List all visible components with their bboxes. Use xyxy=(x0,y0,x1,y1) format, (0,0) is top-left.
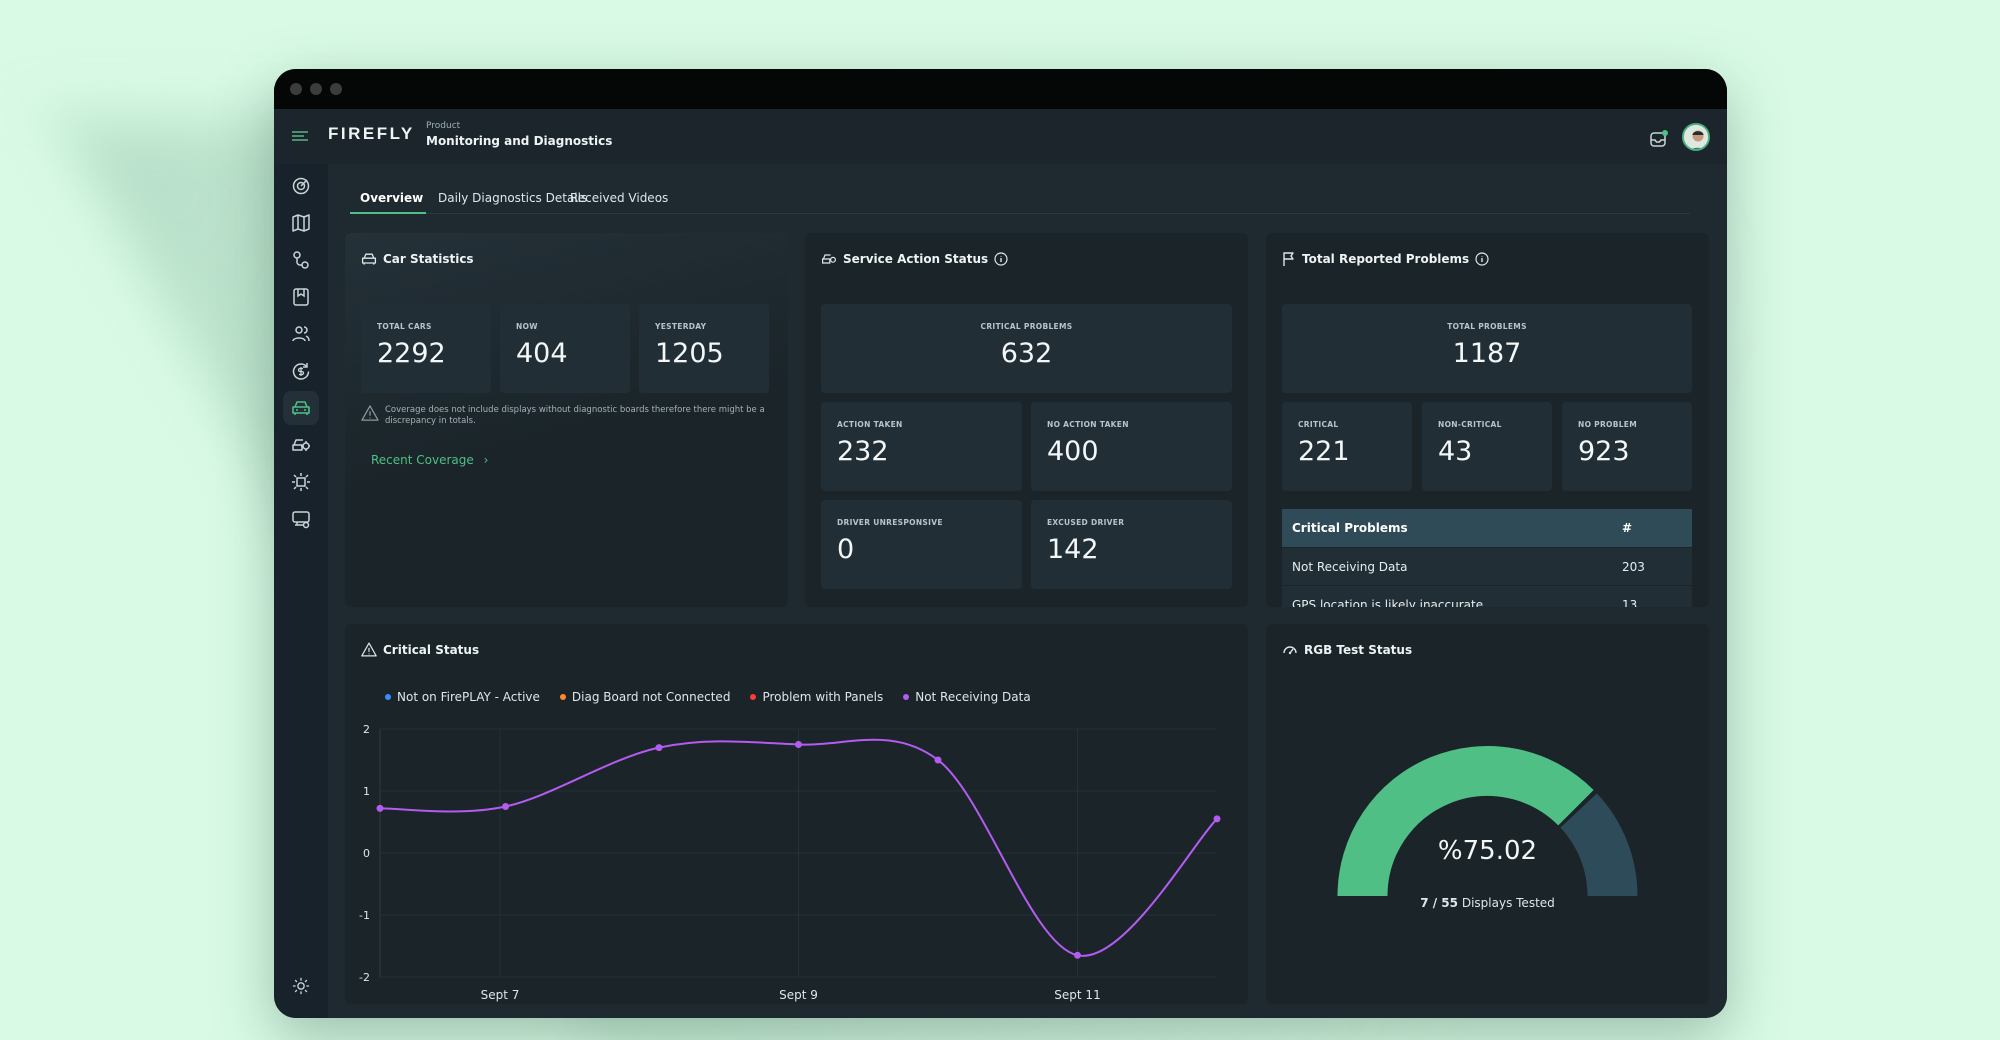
map-icon[interactable] xyxy=(289,211,313,235)
legend-item[interactable]: Diag Board not Connected xyxy=(559,690,730,704)
flag-icon xyxy=(1283,252,1294,266)
info-icon xyxy=(994,252,1008,266)
app-header: FIREFLY Product Monitoring and Diagnosti… xyxy=(274,109,1727,164)
tab-overview[interactable]: Overview xyxy=(360,191,424,205)
total-problems-panel: Total Reported Problems TOTAL PROBLEMS 1… xyxy=(1266,233,1709,607)
stat-no-action-taken: NO ACTION TAKEN 400 xyxy=(1031,402,1232,491)
y-tick-label: 0 xyxy=(363,847,370,860)
hamburger-icon[interactable] xyxy=(292,131,308,141)
displays-tested: 7 / 55 Displays Tested xyxy=(1420,896,1555,910)
brand-logo: FIREFLY xyxy=(328,124,415,143)
y-tick-label: 2 xyxy=(363,723,370,736)
gauge-remaining-arc xyxy=(1559,793,1638,897)
data-point xyxy=(934,756,942,764)
total-problems-title: Total Reported Problems xyxy=(1282,251,1489,267)
car-settings-icon[interactable] xyxy=(289,433,313,457)
focus-icon[interactable] xyxy=(289,470,313,494)
legend-item[interactable]: Not on FirePLAY - Active xyxy=(385,690,540,704)
critical-status-panel: Critical Status Not on FirePLAY - Active… xyxy=(345,624,1248,1004)
x-tick-label: Sept 9 xyxy=(779,988,818,1002)
stat-now: NOW 404 xyxy=(500,304,630,393)
rgb-gauge xyxy=(1337,746,1638,897)
x-tick-label: Sept 7 xyxy=(481,988,520,1002)
product-label: Product xyxy=(426,121,461,131)
chart-legend: Not on FirePLAY - Active Diag Board not … xyxy=(385,690,1031,704)
sidebar xyxy=(274,164,328,1018)
car-statistics-panel: Car Statistics TOTAL CARS 2292 NOW 404 Y… xyxy=(345,233,788,607)
stat-non-critical: NON-CRITICAL 43 xyxy=(1422,402,1552,491)
legend-item[interactable]: Not Receiving Data xyxy=(903,690,1031,704)
warning-icon xyxy=(361,405,379,421)
service-action-panel: Service Action Status CRITICAL PROBLEMS … xyxy=(805,233,1248,607)
active-tab-indicator xyxy=(350,212,426,214)
critical-status-chart: 2 1 0 -1 -2 Sept 7 Sept 9 Sept 11 xyxy=(359,723,1221,1002)
data-point xyxy=(795,741,802,748)
page-title: Monitoring and Diagnostics xyxy=(426,134,613,148)
data-point xyxy=(1074,951,1081,959)
bookmark-icon[interactable] xyxy=(289,285,313,309)
y-tick-label: -2 xyxy=(359,971,370,984)
window-minimize-dot[interactable] xyxy=(310,83,322,95)
app-window: FIREFLY Product Monitoring and Diagnosti… xyxy=(274,69,1727,1018)
stat-no-problem: NO PROBLEM 923 xyxy=(1562,402,1692,491)
tab-daily-diagnostics[interactable]: Daily Diagnostics Details xyxy=(438,191,588,205)
inbox-notification-icon[interactable] xyxy=(1649,129,1669,149)
data-point xyxy=(655,744,663,752)
data-point xyxy=(1213,815,1221,823)
sun-icon[interactable] xyxy=(289,974,313,998)
users-icon[interactable] xyxy=(289,322,313,346)
avatar[interactable] xyxy=(1682,123,1710,151)
stat-total-cars: TOTAL CARS 2292 xyxy=(361,304,491,393)
service-action-title: Service Action Status xyxy=(821,251,1008,267)
gauge-value: %75.02 xyxy=(1437,836,1538,866)
coverage-note: Coverage does not include displays witho… xyxy=(385,405,765,427)
car-icon xyxy=(361,253,377,265)
stat-excused-driver: EXCUSED DRIVER 142 xyxy=(1031,500,1232,589)
table-header: Critical Problems # xyxy=(1282,509,1692,547)
y-tick-label: 1 xyxy=(363,785,370,798)
stat-yesterday: YESTERDAY 1205 xyxy=(639,304,769,393)
tab-received-videos[interactable]: Received Videos xyxy=(570,191,669,205)
screen-car-icon[interactable] xyxy=(289,507,313,531)
legend-item[interactable]: Problem with Panels xyxy=(750,690,883,704)
tab-bar: Overview Daily Diagnostics Details Recei… xyxy=(350,178,1690,214)
window-close-dot[interactable] xyxy=(290,83,302,95)
table-row[interactable]: GPS location is likely inaccurate 13 xyxy=(1282,585,1692,607)
stat-action-taken: ACTION TAKEN 232 xyxy=(821,402,1022,491)
car-icon[interactable] xyxy=(283,391,319,425)
warning-icon xyxy=(361,642,377,657)
rgb-status-panel: RGB Test Status %75.02 7 / 55 Displays T… xyxy=(1266,624,1709,1004)
target-icon[interactable] xyxy=(289,174,313,198)
gauge-icon xyxy=(1283,646,1297,655)
route-icon[interactable] xyxy=(289,248,313,272)
main-content: Overview Daily Diagnostics Details Recei… xyxy=(328,164,1727,1018)
car-settings-icon xyxy=(822,254,836,264)
stat-critical-problems: CRITICAL PROBLEMS 632 xyxy=(821,304,1232,393)
data-point xyxy=(376,804,384,812)
critical-problems-table: Critical Problems # Not Receiving Data 2… xyxy=(1282,509,1692,607)
stat-critical: CRITICAL 221 xyxy=(1282,402,1412,491)
data-point xyxy=(502,803,510,810)
table-row[interactable]: Not Receiving Data 203 xyxy=(1282,547,1692,585)
gauge-filled-arc xyxy=(1337,746,1594,897)
car-statistics-title: Car Statistics xyxy=(361,251,474,267)
dollar-cycle-icon[interactable] xyxy=(289,359,313,383)
rgb-status-title: RGB Test Status xyxy=(1282,642,1412,658)
stat-total-problems: TOTAL PROBLEMS 1187 xyxy=(1282,304,1692,393)
chevron-right-icon: › xyxy=(483,453,489,467)
recent-coverage-link[interactable]: Recent Coverage › xyxy=(371,453,489,467)
x-tick-label: Sept 11 xyxy=(1054,988,1100,1002)
window-maximize-dot[interactable] xyxy=(330,83,342,95)
critical-status-title: Critical Status xyxy=(361,642,479,657)
stat-driver-unresponsive: DRIVER UNRESPONSIVE 0 xyxy=(821,500,1022,589)
title-bar xyxy=(274,69,1727,109)
y-tick-label: -1 xyxy=(359,909,370,922)
info-icon xyxy=(1475,252,1489,266)
